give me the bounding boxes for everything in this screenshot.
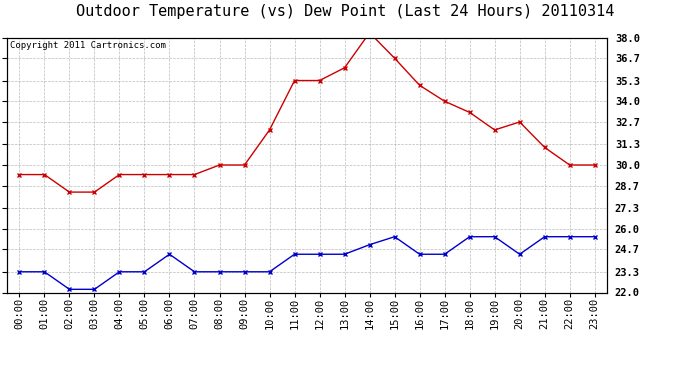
Text: Outdoor Temperature (vs) Dew Point (Last 24 Hours) 20110314: Outdoor Temperature (vs) Dew Point (Last… [76, 4, 614, 19]
Text: Copyright 2011 Cartronics.com: Copyright 2011 Cartronics.com [10, 41, 166, 50]
